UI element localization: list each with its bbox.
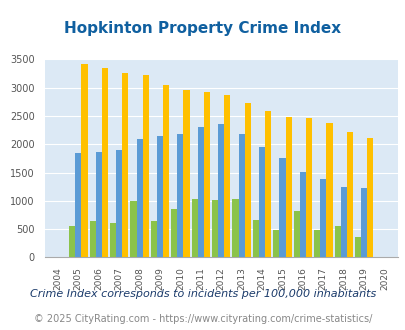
Bar <box>211 200 217 257</box>
Bar <box>354 237 360 257</box>
Bar <box>110 223 116 257</box>
Bar <box>151 221 157 257</box>
Bar <box>171 209 177 257</box>
Bar <box>217 124 224 257</box>
Bar <box>238 134 244 257</box>
Bar <box>334 226 340 257</box>
Bar <box>163 85 169 257</box>
Bar <box>313 230 320 257</box>
Bar <box>305 118 311 257</box>
Bar <box>367 138 373 257</box>
Bar <box>96 152 102 257</box>
Text: © 2025 CityRating.com - https://www.cityrating.com/crime-statistics/: © 2025 CityRating.com - https://www.city… <box>34 314 371 324</box>
Bar <box>197 127 203 257</box>
Bar <box>69 226 75 257</box>
Bar <box>293 211 299 257</box>
Bar <box>360 188 367 257</box>
Bar <box>279 158 285 257</box>
Bar <box>320 179 326 257</box>
Text: Hopkinton Property Crime Index: Hopkinton Property Crime Index <box>64 21 341 36</box>
Bar <box>130 201 136 257</box>
Bar <box>75 153 81 257</box>
Bar <box>340 187 346 257</box>
Bar <box>142 75 148 257</box>
Text: Crime Index corresponds to incidents per 100,000 inhabitants: Crime Index corresponds to incidents per… <box>30 289 375 299</box>
Bar <box>191 199 197 257</box>
Bar <box>252 220 258 257</box>
Bar <box>264 111 271 257</box>
Bar <box>326 123 332 257</box>
Bar <box>116 150 122 257</box>
Bar <box>157 136 163 257</box>
Bar <box>244 103 250 257</box>
Bar <box>232 199 238 257</box>
Bar <box>224 95 230 257</box>
Bar <box>81 64 87 257</box>
Bar <box>285 116 291 257</box>
Bar <box>102 68 108 257</box>
Bar <box>346 132 352 257</box>
Bar <box>299 172 305 257</box>
Bar <box>258 147 264 257</box>
Bar <box>183 90 189 257</box>
Bar <box>177 134 183 257</box>
Bar <box>122 73 128 257</box>
Bar <box>136 139 142 257</box>
Bar <box>203 92 209 257</box>
Bar <box>90 221 96 257</box>
Bar <box>273 230 279 257</box>
